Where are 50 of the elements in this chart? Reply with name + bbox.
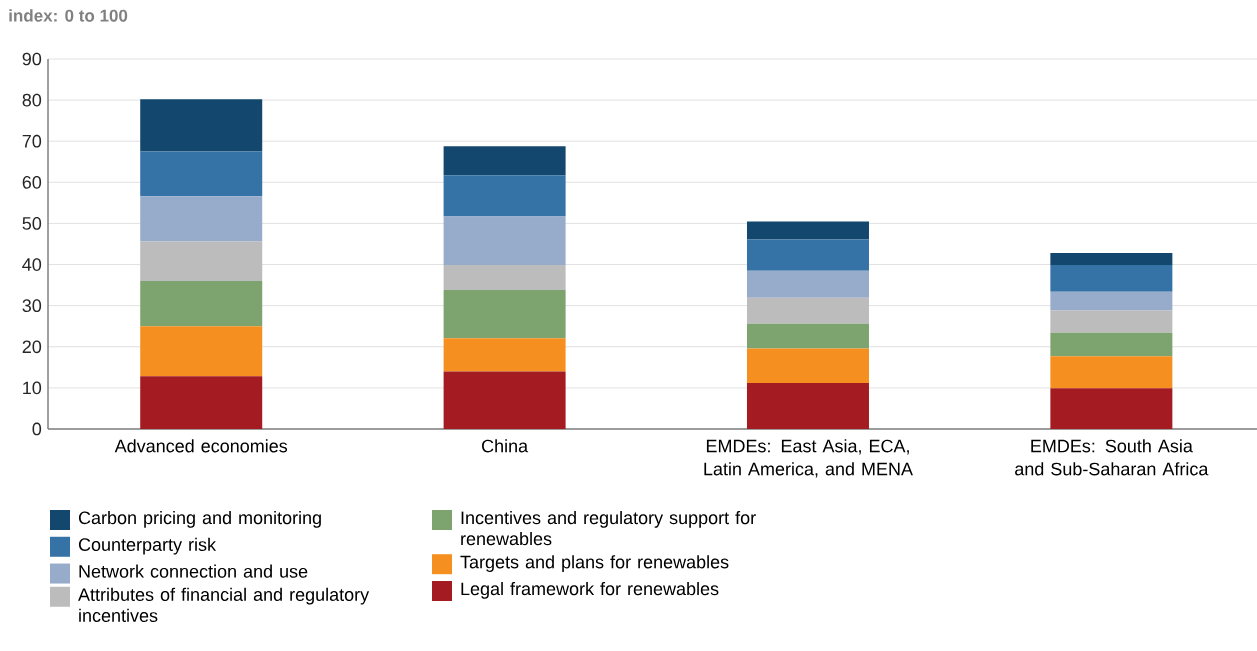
legend-label: Targets and plans for renewables bbox=[460, 555, 729, 572]
y-tick-label: 90 bbox=[22, 52, 42, 66]
bar bbox=[746, 297, 869, 324]
bar bbox=[443, 175, 566, 217]
bar bbox=[1050, 388, 1173, 429]
bar bbox=[140, 151, 263, 197]
y-tick-label: 0 bbox=[32, 422, 42, 436]
bar bbox=[1050, 264, 1173, 292]
y-tick-label: 30 bbox=[22, 299, 42, 313]
legend-label: Carbon pricing and monitoring bbox=[78, 510, 321, 528]
legend-label: Incentives and regulatory support for renewables bbox=[461, 510, 756, 546]
bar bbox=[746, 239, 869, 271]
y-tick-label: 10 bbox=[23, 381, 42, 395]
bar bbox=[1050, 253, 1173, 265]
bar bbox=[746, 348, 869, 383]
bar bbox=[1050, 310, 1173, 333]
bar bbox=[746, 323, 869, 349]
bar bbox=[443, 371, 566, 429]
bar bbox=[1050, 356, 1173, 389]
bar bbox=[443, 216, 566, 265]
legend-label: Legal framework for renewables bbox=[461, 581, 719, 599]
legend-label: Counterparty risk bbox=[78, 537, 217, 555]
y-tick-label: 20 bbox=[22, 340, 42, 354]
bar bbox=[443, 338, 566, 372]
bar bbox=[1050, 332, 1173, 357]
bar bbox=[443, 264, 566, 291]
x-tick-label: EMDEs: East Asia, ECA, Latin America, and MENA bbox=[704, 439, 913, 478]
bar bbox=[746, 270, 869, 298]
y-tick-label: 60 bbox=[22, 175, 42, 189]
y-tick-label: 40 bbox=[22, 258, 42, 271]
bar bbox=[140, 196, 263, 242]
bar bbox=[140, 241, 263, 281]
y-tick-label: 70 bbox=[22, 134, 42, 148]
bar bbox=[443, 146, 566, 176]
y-tick-label: 50 bbox=[22, 217, 42, 230]
bar bbox=[140, 99, 263, 152]
bar bbox=[140, 280, 263, 327]
x-tick-label: China bbox=[482, 439, 529, 453]
bar bbox=[443, 290, 566, 339]
bar bbox=[140, 326, 263, 377]
bar bbox=[140, 376, 263, 429]
x-tick-label: Advanced economies bbox=[114, 439, 288, 453]
x-tick-label: EMDEs: South Asia and Sub-Saharan Africa bbox=[1015, 439, 1209, 476]
y-axis-title: index: 0 to 100 bbox=[9, 9, 128, 22]
legend-label: Attributes of financial and regulatory incentives bbox=[78, 587, 370, 622]
bar bbox=[746, 382, 869, 429]
y-tick-label: 80 bbox=[22, 93, 42, 107]
legend-label: Network connection and use bbox=[79, 564, 308, 578]
bar bbox=[1050, 291, 1173, 311]
bar bbox=[746, 221, 869, 240]
